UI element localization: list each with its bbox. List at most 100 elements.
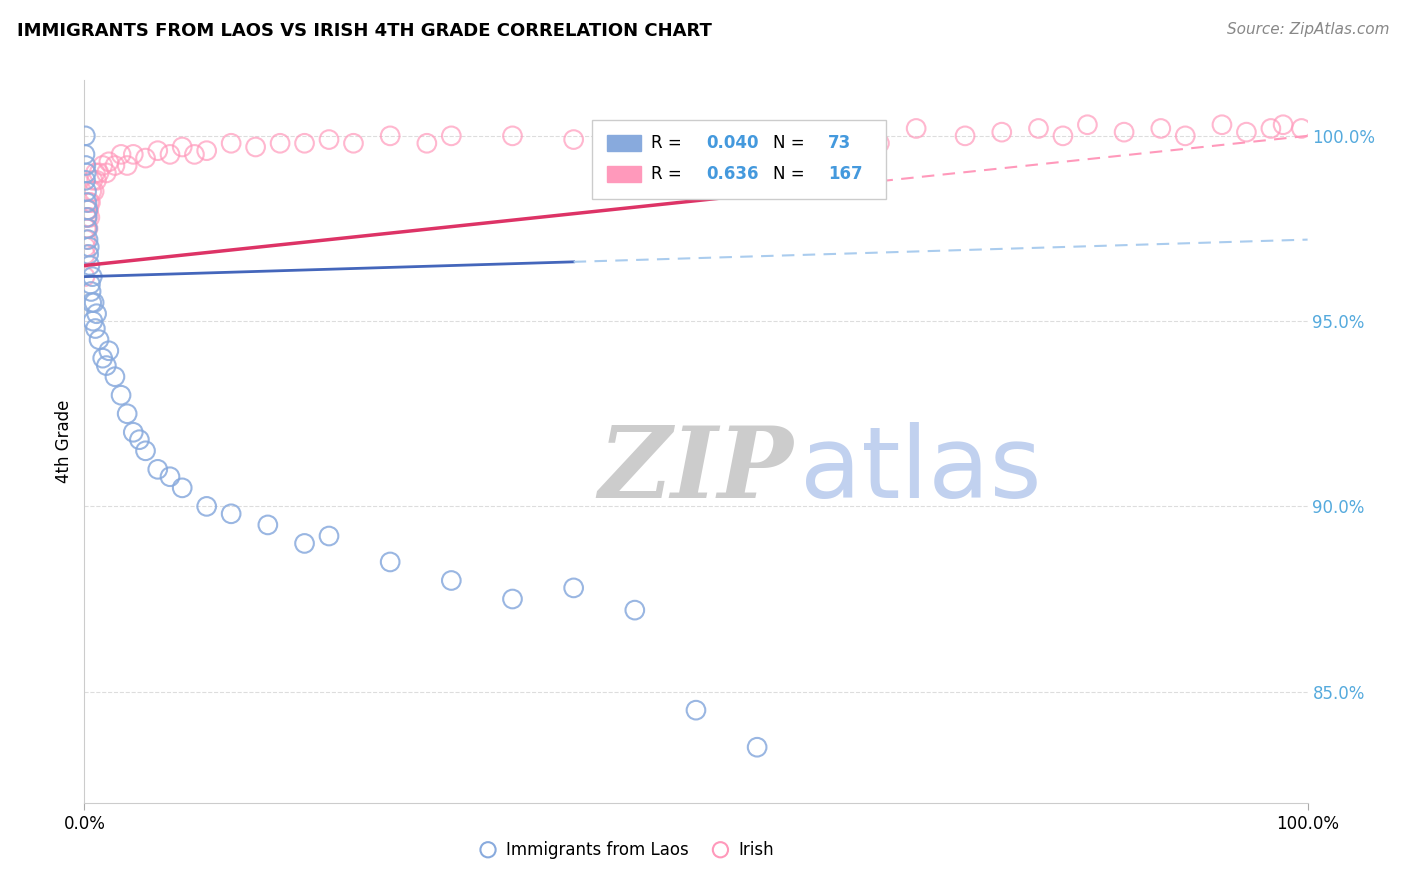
- Point: [97, 343, 120, 358]
- Point: [1272, 118, 1295, 132]
- Point: [73, 269, 96, 284]
- Point: [562, 132, 585, 146]
- Point: [146, 462, 169, 476]
- FancyBboxPatch shape: [606, 136, 641, 151]
- Point: [79, 195, 101, 210]
- Point: [110, 388, 132, 402]
- Point: [1236, 125, 1258, 139]
- Point: [75, 159, 97, 173]
- Point: [172, 140, 194, 154]
- Point: [122, 147, 145, 161]
- Point: [440, 128, 463, 143]
- Point: [75, 166, 97, 180]
- Point: [75, 247, 97, 261]
- Point: [502, 128, 524, 143]
- Point: [219, 507, 242, 521]
- Point: [91, 159, 114, 173]
- Point: [75, 240, 97, 254]
- Point: [747, 125, 769, 139]
- Point: [1052, 128, 1074, 143]
- Point: [245, 140, 267, 154]
- Text: Irish: Irish: [738, 841, 775, 859]
- Point: [172, 481, 194, 495]
- Point: [195, 500, 218, 514]
- Point: [416, 136, 439, 151]
- Text: R =: R =: [651, 134, 682, 153]
- Point: [83, 295, 105, 310]
- Point: [86, 173, 108, 187]
- Point: [1150, 121, 1173, 136]
- Point: [82, 173, 104, 187]
- Point: [96, 359, 118, 373]
- Text: 0.636: 0.636: [706, 165, 758, 183]
- Point: [76, 211, 98, 225]
- Point: [159, 147, 181, 161]
- Text: 0.040: 0.040: [706, 134, 758, 153]
- Point: [1076, 118, 1098, 132]
- Point: [77, 240, 100, 254]
- Point: [104, 369, 127, 384]
- Point: [115, 407, 138, 421]
- Point: [685, 128, 707, 143]
- Y-axis label: 4th Grade: 4th Grade: [55, 400, 73, 483]
- Text: IMMIGRANTS FROM LAOS VS IRISH 4TH GRADE CORRELATION CHART: IMMIGRANTS FROM LAOS VS IRISH 4TH GRADE …: [17, 22, 711, 40]
- Point: [953, 128, 976, 143]
- Point: [269, 136, 291, 151]
- Text: N =: N =: [773, 134, 804, 153]
- Point: [73, 147, 96, 161]
- Point: [905, 121, 928, 136]
- Point: [87, 166, 110, 180]
- Point: [1174, 128, 1197, 143]
- Point: [195, 144, 218, 158]
- Point: [76, 211, 98, 225]
- Point: [80, 285, 103, 299]
- Point: [624, 128, 647, 143]
- Point: [342, 136, 364, 151]
- Text: Source: ZipAtlas.com: Source: ZipAtlas.com: [1226, 22, 1389, 37]
- Point: [76, 195, 98, 210]
- Point: [79, 277, 101, 291]
- Text: atlas: atlas: [800, 422, 1042, 519]
- Point: [76, 221, 98, 235]
- Point: [77, 221, 100, 235]
- Point: [84, 166, 107, 180]
- Point: [77, 247, 100, 261]
- Point: [1114, 125, 1136, 139]
- Point: [83, 185, 105, 199]
- Point: [380, 128, 402, 143]
- Text: Immigrants from Laos: Immigrants from Laos: [506, 841, 689, 859]
- Point: [80, 185, 103, 199]
- Point: [318, 132, 340, 146]
- Point: [75, 128, 97, 143]
- Point: [96, 166, 118, 180]
- Point: [807, 128, 830, 143]
- Point: [75, 173, 97, 187]
- Point: [562, 581, 585, 595]
- Point: [82, 314, 104, 328]
- Point: [1291, 121, 1313, 136]
- Point: [294, 536, 316, 550]
- Text: ZIP: ZIP: [598, 422, 793, 518]
- Point: [440, 574, 463, 588]
- Point: [79, 211, 101, 225]
- Point: [75, 221, 97, 235]
- Text: R =: R =: [651, 165, 682, 183]
- Text: N =: N =: [773, 165, 804, 183]
- Point: [76, 211, 98, 225]
- Point: [1028, 121, 1050, 136]
- Point: [76, 202, 98, 217]
- Point: [183, 147, 205, 161]
- Point: [104, 159, 127, 173]
- Point: [257, 517, 280, 532]
- Point: [135, 443, 157, 458]
- Point: [82, 269, 104, 284]
- Point: [219, 136, 242, 151]
- Point: [75, 233, 97, 247]
- Text: 167: 167: [828, 165, 863, 183]
- Text: 73: 73: [828, 134, 851, 153]
- Point: [76, 202, 98, 217]
- Point: [97, 154, 120, 169]
- Point: [128, 433, 150, 447]
- Point: [115, 159, 138, 173]
- Point: [79, 259, 101, 273]
